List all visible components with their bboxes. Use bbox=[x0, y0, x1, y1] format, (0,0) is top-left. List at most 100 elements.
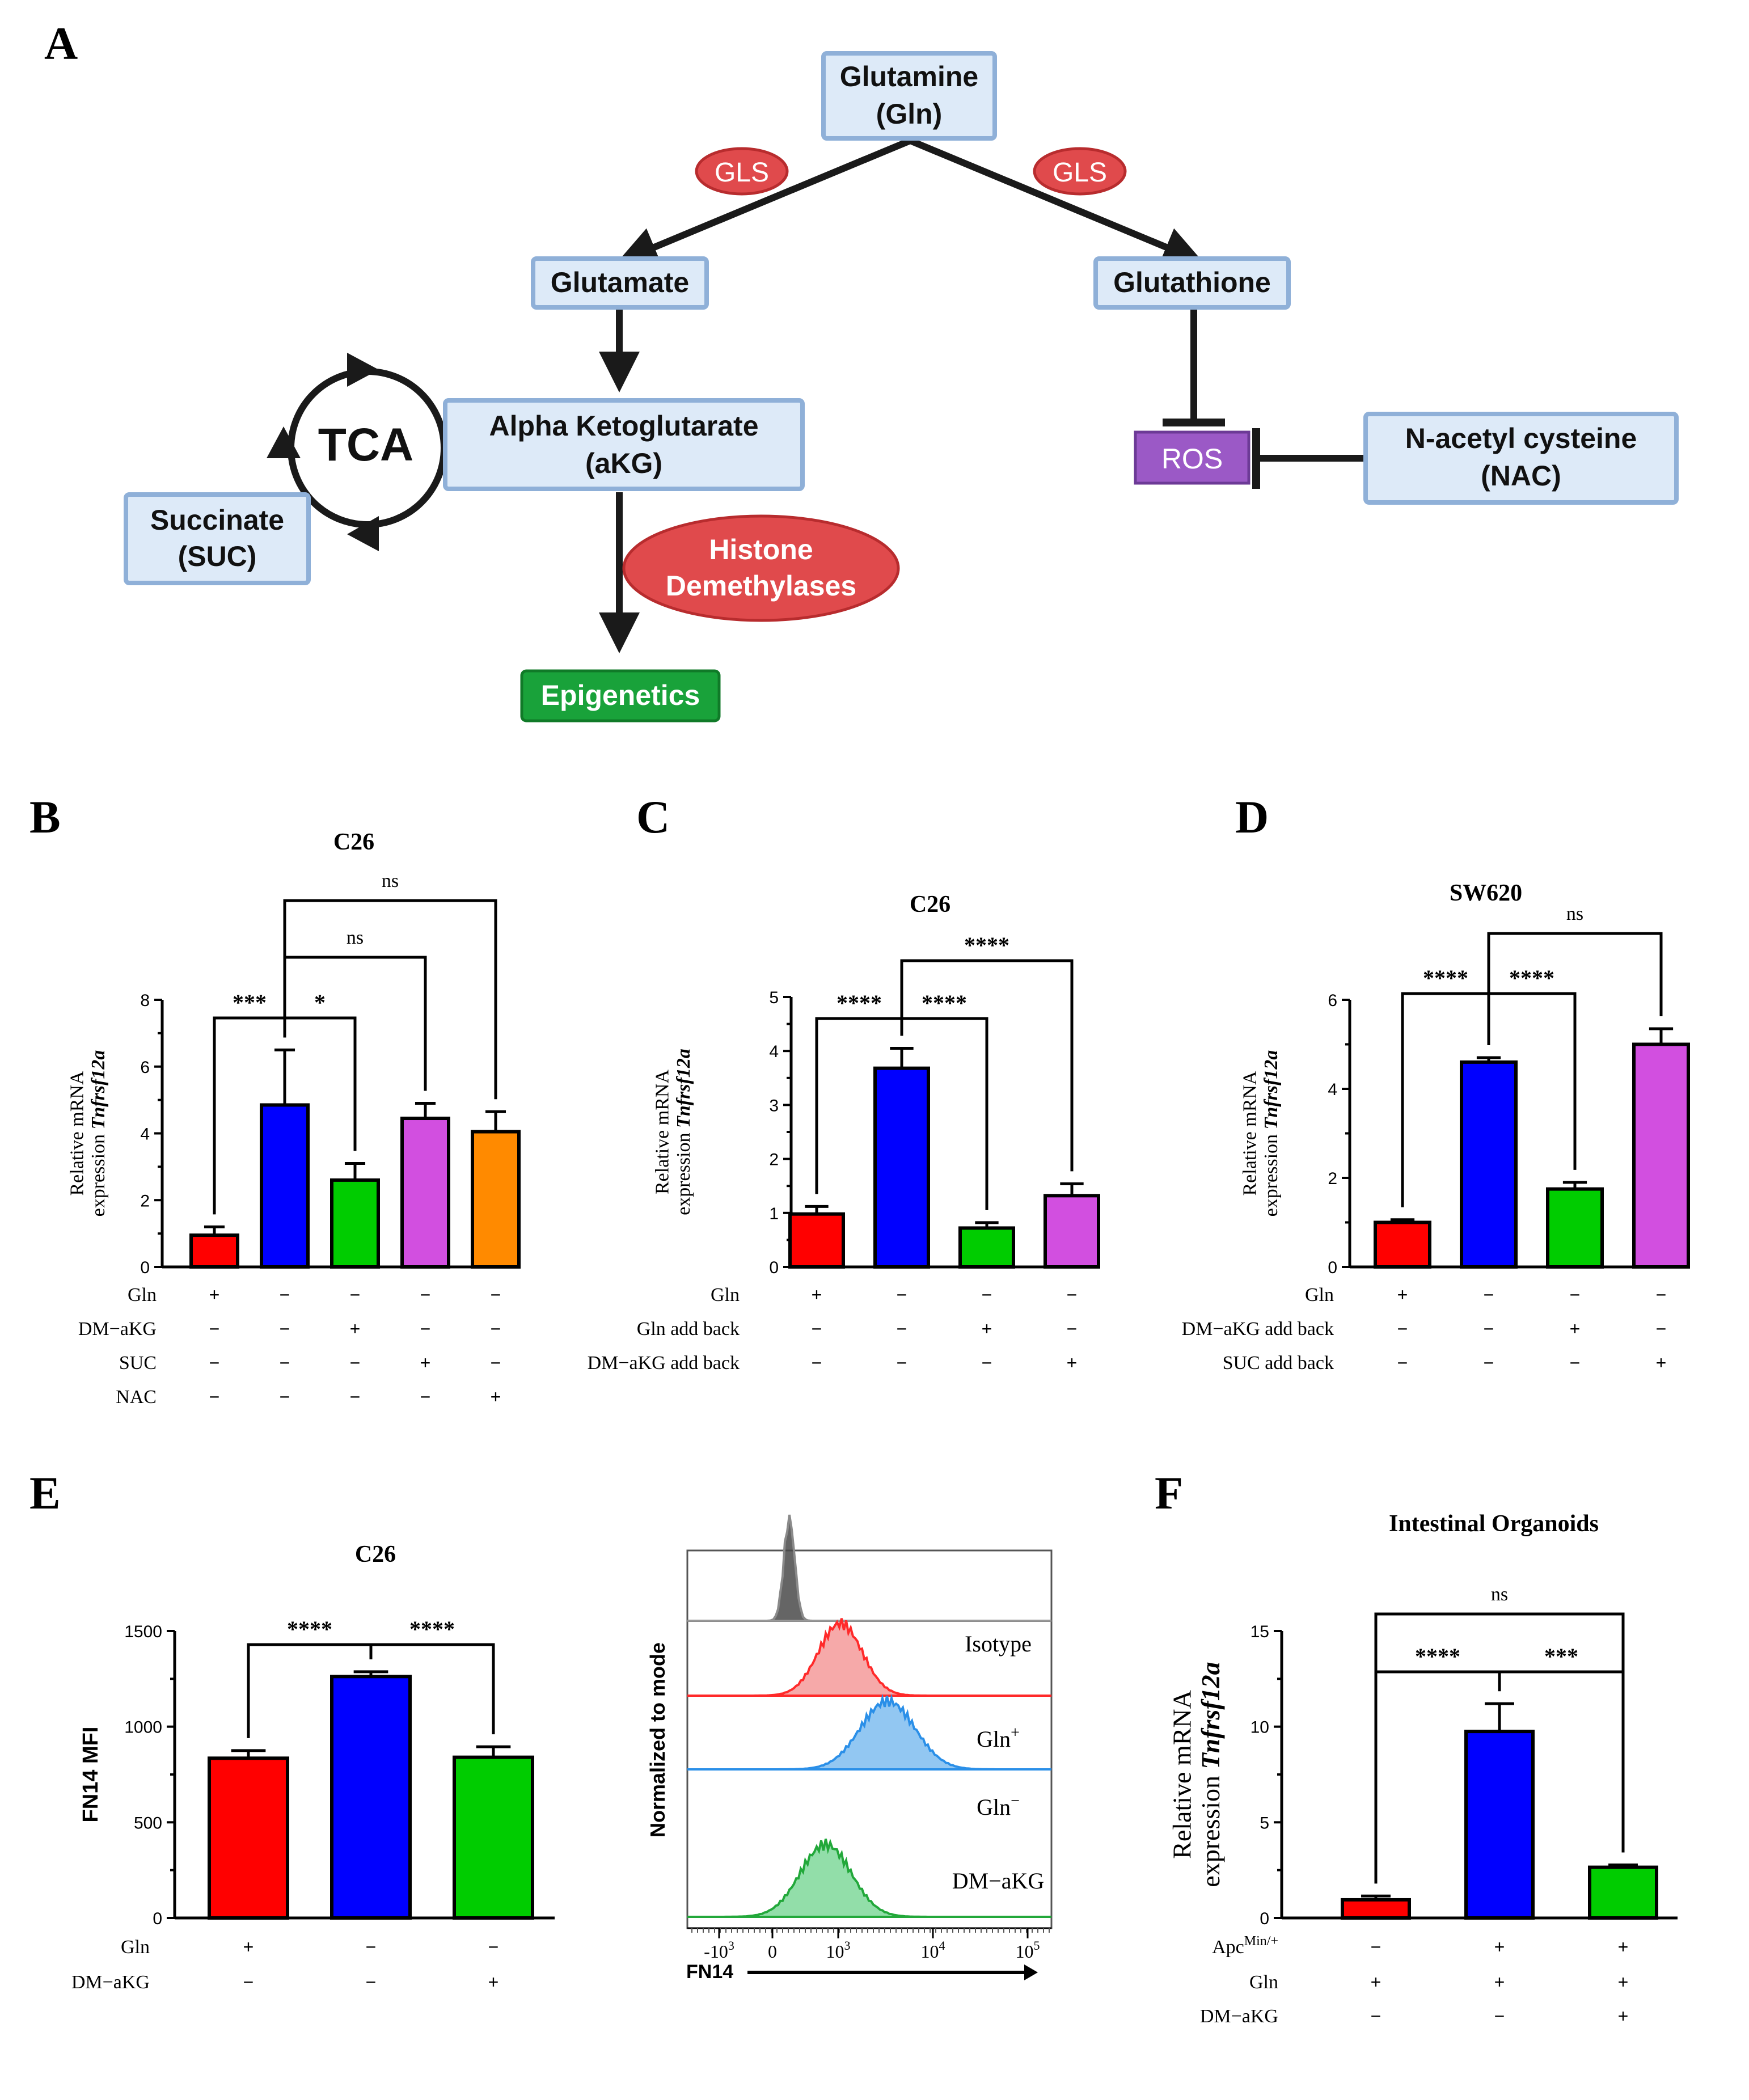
condition-mark: − bbox=[1371, 1937, 1382, 1957]
significance-label: **** bbox=[409, 1616, 455, 1642]
chart-panel-f: Intestinal Organoids 0 5 10 15 Relative mRNAe… bbox=[1167, 1511, 1678, 2027]
condition-mark: − bbox=[1397, 1353, 1408, 1373]
significance-bracket bbox=[283, 899, 497, 1100]
chart-title: SW620 bbox=[1450, 880, 1522, 906]
flow-track-label-sup: − bbox=[1011, 1792, 1020, 1810]
chart-panel-e: C26 0 500 1000 1500 FN14 MFI **** **** Gln + − − DM−… bbox=[71, 1541, 555, 1993]
condition-mark: − bbox=[350, 1284, 361, 1305]
flow-tick-label: 0 bbox=[768, 1941, 777, 1962]
condition-label: SUC add back bbox=[1223, 1353, 1334, 1374]
condition-mark: − bbox=[209, 1319, 220, 1339]
significance-label: **** bbox=[1509, 965, 1554, 991]
akg-line1: Alpha Ketoglutarate bbox=[489, 410, 758, 442]
condition-mark: − bbox=[420, 1387, 431, 1407]
significance-label: ns bbox=[382, 871, 399, 891]
flow-y-label: Normalized to mode bbox=[646, 1642, 669, 1837]
condition-label: NAC bbox=[116, 1387, 157, 1408]
succinate-line2: (SUC) bbox=[178, 540, 257, 572]
y-tick-label: 4 bbox=[1328, 1080, 1337, 1099]
bar bbox=[1460, 1060, 1518, 1269]
condition-mark: + bbox=[243, 1937, 254, 1957]
y-axis-label: Relative mRNAexpression Tnfrsf12a bbox=[67, 1050, 109, 1217]
y-tick-label: 1000 bbox=[124, 1718, 162, 1737]
flow-tick-exp: 3 bbox=[728, 1938, 734, 1953]
condition-mark: + bbox=[1618, 1937, 1629, 1957]
condition-mark: − bbox=[243, 1972, 254, 1992]
panel-letter-e: E bbox=[29, 1467, 61, 1519]
y-tick-label: 500 bbox=[134, 1814, 162, 1832]
y-tick-label: 1 bbox=[769, 1205, 779, 1223]
chart-panel-c: C26 0 1 2 3 4 5 Relative mRNAexpression Tnfrsf1… bbox=[588, 891, 1100, 1374]
flow-track-label: Isotype bbox=[965, 1631, 1032, 1657]
y-tick-label: 3 bbox=[769, 1096, 779, 1115]
y-tick-label: 0 bbox=[1260, 1909, 1269, 1928]
flow-tick-base: 10 bbox=[1016, 1941, 1034, 1962]
bar bbox=[788, 1212, 845, 1269]
y-tick-label: 2 bbox=[140, 1191, 150, 1210]
condition-mark: − bbox=[982, 1353, 992, 1373]
chart-title: Intestinal Organoids bbox=[1389, 1511, 1599, 1537]
condition-mark: − bbox=[1371, 2006, 1382, 2026]
flow-track-label-sup: + bbox=[1011, 1724, 1020, 1742]
condition-mark: − bbox=[1397, 1319, 1408, 1339]
condition-mark: − bbox=[280, 1353, 290, 1373]
akg-line2: (aKG) bbox=[585, 447, 662, 479]
node-glutathione: Glutathione bbox=[1093, 256, 1291, 310]
panel-letter-f: F bbox=[1155, 1467, 1183, 1519]
panel-letter-c: C bbox=[636, 791, 670, 843]
glutamate-label: Glutamate bbox=[551, 267, 690, 298]
panel-letter-d: D bbox=[1235, 791, 1269, 843]
glutamine-line1: Glutamine bbox=[840, 61, 978, 92]
condition-label-main: Apc bbox=[1212, 1937, 1244, 1958]
node-ros: ROS bbox=[1134, 430, 1251, 485]
flow-track-label-main: Isotype bbox=[965, 1631, 1032, 1657]
histone-line2: Demethylases bbox=[666, 570, 856, 602]
condition-mark: + bbox=[1371, 1972, 1382, 1992]
condition-mark: − bbox=[491, 1319, 501, 1339]
node-glutamine: Glutamine (Gln) bbox=[821, 51, 997, 141]
condition-mark: − bbox=[1656, 1319, 1667, 1339]
significance-label: **** bbox=[922, 990, 967, 1016]
condition-mark: − bbox=[1484, 1284, 1494, 1305]
chart-title: C26 bbox=[333, 829, 374, 855]
condition-label: DM−aKG bbox=[71, 1972, 150, 1993]
condition-mark: − bbox=[897, 1353, 907, 1373]
condition-mark: + bbox=[1397, 1284, 1408, 1305]
condition-mark: − bbox=[897, 1319, 907, 1339]
condition-mark: + bbox=[1067, 1353, 1078, 1373]
condition-mark: − bbox=[1570, 1353, 1581, 1373]
bar bbox=[208, 1756, 289, 1920]
y-label-gene: Tnfrsf12a bbox=[1261, 1050, 1282, 1130]
condition-mark: − bbox=[1570, 1284, 1581, 1305]
bar bbox=[330, 1675, 412, 1920]
nac-line1: N-acetyl cysteine bbox=[1405, 422, 1637, 454]
flow-tick-base: 0 bbox=[768, 1941, 777, 1962]
y-tick-label: 0 bbox=[153, 1909, 162, 1928]
condition-mark: − bbox=[350, 1387, 361, 1407]
nac-line2: (NAC) bbox=[1481, 460, 1561, 492]
y-label-line1: Relative mRNA bbox=[1167, 1690, 1196, 1859]
succinate-line1: Succinate bbox=[150, 504, 284, 536]
flow-x-label: FN14 bbox=[686, 1961, 733, 1983]
condition-mark: − bbox=[1494, 2006, 1505, 2026]
chart-panel-b: C26 0 2 4 6 8 Relative mRNAexpression Tnfrsf12… bbox=[67, 829, 521, 1408]
condition-label: ApcMin/+ bbox=[1212, 1934, 1278, 1958]
gls-enzyme-right: GLS bbox=[1033, 147, 1127, 196]
condition-mark: − bbox=[366, 1937, 377, 1957]
gls-left-label: GLS bbox=[715, 158, 769, 188]
bar bbox=[453, 1755, 534, 1920]
condition-mark: + bbox=[1494, 1972, 1505, 1992]
bar bbox=[471, 1130, 521, 1269]
y-label-line2: expression bbox=[1196, 1769, 1225, 1887]
node-succinate: Succinate (SUC) bbox=[124, 492, 311, 585]
condition-label: SUC bbox=[119, 1353, 157, 1374]
significance-bracket bbox=[1374, 1612, 1625, 1884]
bar bbox=[1632, 1042, 1690, 1269]
condition-label: Gln bbox=[1249, 1972, 1278, 1993]
flow-tick-label: 105 bbox=[1016, 1938, 1040, 1962]
condition-mark: − bbox=[209, 1387, 220, 1407]
flow-tick-base: -10 bbox=[704, 1941, 728, 1962]
bar bbox=[873, 1066, 930, 1269]
